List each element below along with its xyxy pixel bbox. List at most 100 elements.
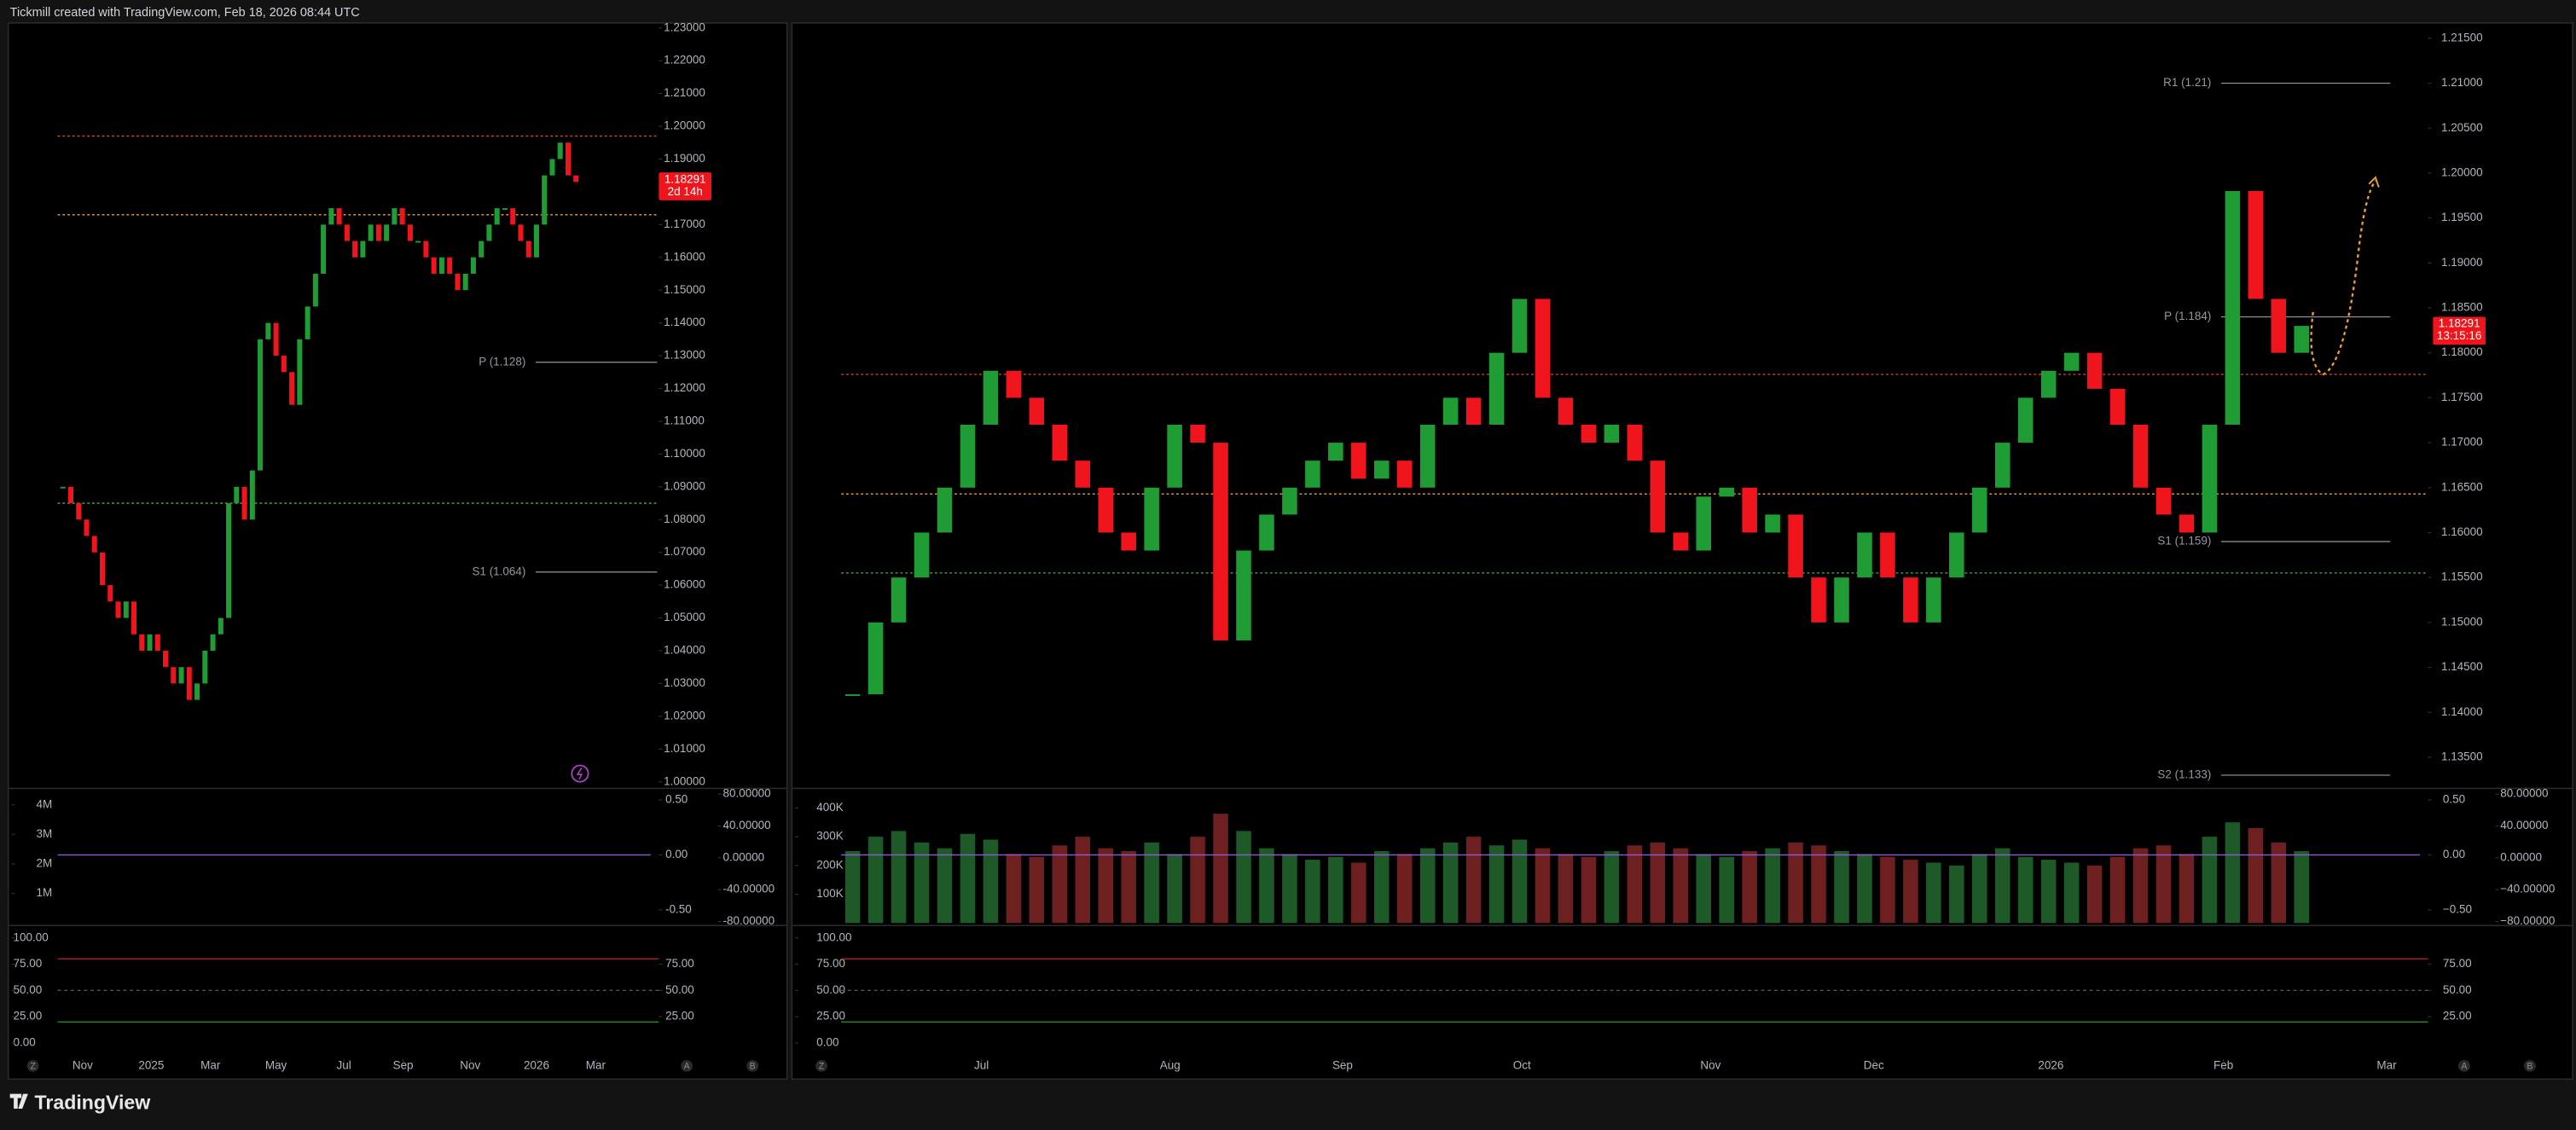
x-tick-label: Mar	[586, 1058, 606, 1071]
axis-label: 1.16000	[2441, 525, 2483, 538]
axis-label: 1.23000	[664, 20, 705, 33]
volume-bar	[1259, 848, 1274, 924]
axis-label: 0.50	[2443, 792, 2465, 805]
candle	[1167, 425, 1182, 488]
pane-control-label: Z	[819, 1061, 825, 1071]
candle	[1075, 461, 1091, 488]
volume-bar	[1098, 848, 1113, 924]
axis-label: 1.07000	[664, 545, 705, 558]
pane-control-label: Z	[30, 1061, 36, 1071]
pane-control[interactable]	[746, 1059, 759, 1072]
candle	[154, 634, 160, 651]
axis-label: 0.00000	[2500, 850, 2542, 863]
candle	[115, 601, 121, 618]
volume-bar	[1075, 837, 1091, 924]
candle	[1121, 532, 1136, 551]
candle	[100, 552, 106, 586]
volume-bar	[891, 831, 907, 924]
candle	[573, 175, 579, 183]
pane-control[interactable]	[2457, 1059, 2470, 1072]
axis-label: 75.00	[2443, 957, 2472, 970]
candle	[178, 667, 184, 684]
volume-bar	[2132, 848, 2149, 924]
candle	[2109, 388, 2126, 426]
candle	[415, 240, 421, 243]
x-tick-label: Oct	[1513, 1058, 1531, 1071]
volume-bar	[1121, 851, 1136, 924]
price-tag-value: 1.18291	[2439, 317, 2480, 330]
volume-bar	[2063, 862, 2080, 924]
volume-bar	[1788, 842, 1803, 924]
candle	[241, 486, 247, 520]
alert-icon[interactable]	[571, 764, 589, 783]
x-tick-label: Dec	[1864, 1058, 1884, 1071]
candle	[542, 175, 548, 225]
candle	[392, 208, 397, 225]
volume-bar	[983, 839, 999, 924]
volume-bar	[2109, 856, 2126, 924]
volume-bar	[1351, 862, 1366, 924]
candle	[265, 322, 271, 339]
pane-control[interactable]	[26, 1059, 39, 1072]
axis-label: 1.11000	[664, 414, 705, 427]
candle	[960, 425, 976, 488]
candle	[1742, 487, 1757, 533]
pane-control[interactable]	[815, 1059, 827, 1072]
candle	[1994, 443, 2010, 488]
axis-label: 1.17500	[2441, 391, 2483, 403]
volume-bar	[1742, 851, 1757, 924]
volume-bar	[1213, 814, 1228, 924]
candle	[289, 372, 295, 405]
candle	[423, 240, 429, 258]
x-tick-label: 2026	[2038, 1058, 2063, 1071]
volume-bar	[1442, 842, 1459, 924]
candle	[123, 601, 129, 618]
candle	[2132, 425, 2149, 488]
candle	[84, 519, 90, 536]
axis-label: 100.00	[14, 930, 49, 943]
candle	[67, 486, 74, 504]
axis-label: 1.17000	[664, 217, 705, 230]
candle	[844, 694, 861, 697]
pane-control[interactable]	[681, 1059, 693, 1072]
volume-bar	[1627, 845, 1643, 924]
candle	[328, 208, 334, 225]
candle	[1374, 461, 1390, 479]
candle	[1511, 298, 1528, 353]
volume-bar	[1419, 848, 1436, 924]
candle	[1857, 532, 1872, 578]
axis-label: 25.00	[14, 1010, 43, 1023]
x-tick-label: 2025	[138, 1058, 164, 1071]
candle	[352, 240, 358, 258]
axis-label: 1.21000	[2441, 76, 2483, 89]
axis-label: −40.00000	[2500, 883, 2555, 895]
candle	[518, 224, 524, 241]
axis-label: −0.50	[2443, 902, 2472, 915]
volume-bar	[1604, 851, 1620, 924]
candle	[510, 208, 516, 225]
volume-bar	[1903, 860, 1918, 924]
candle	[2271, 298, 2287, 353]
pane-control[interactable]	[2524, 1059, 2536, 1072]
candle	[375, 224, 381, 241]
volume-bar	[1857, 854, 1872, 924]
candle	[2040, 370, 2057, 398]
candle	[502, 208, 508, 211]
candle	[438, 257, 444, 274]
axis-label: 1.16000	[664, 250, 705, 263]
price-tag-timer: 2d 14h	[668, 185, 703, 198]
axis-label: 40.00000	[2500, 819, 2548, 832]
candle	[1949, 532, 1964, 578]
pivot-label: P (1.184)	[2164, 310, 2211, 322]
volume-bar	[1696, 854, 1712, 924]
candle	[1442, 397, 1459, 426]
candle	[147, 634, 153, 651]
candle	[1834, 577, 1849, 623]
volume-bar	[2248, 828, 2264, 924]
axis-label: 1.19000	[664, 152, 705, 165]
candle	[1351, 443, 1366, 479]
pivot-label: S1 (1.159)	[2157, 535, 2211, 548]
axis-label: 1.19500	[2441, 211, 2483, 223]
candle	[399, 208, 405, 225]
